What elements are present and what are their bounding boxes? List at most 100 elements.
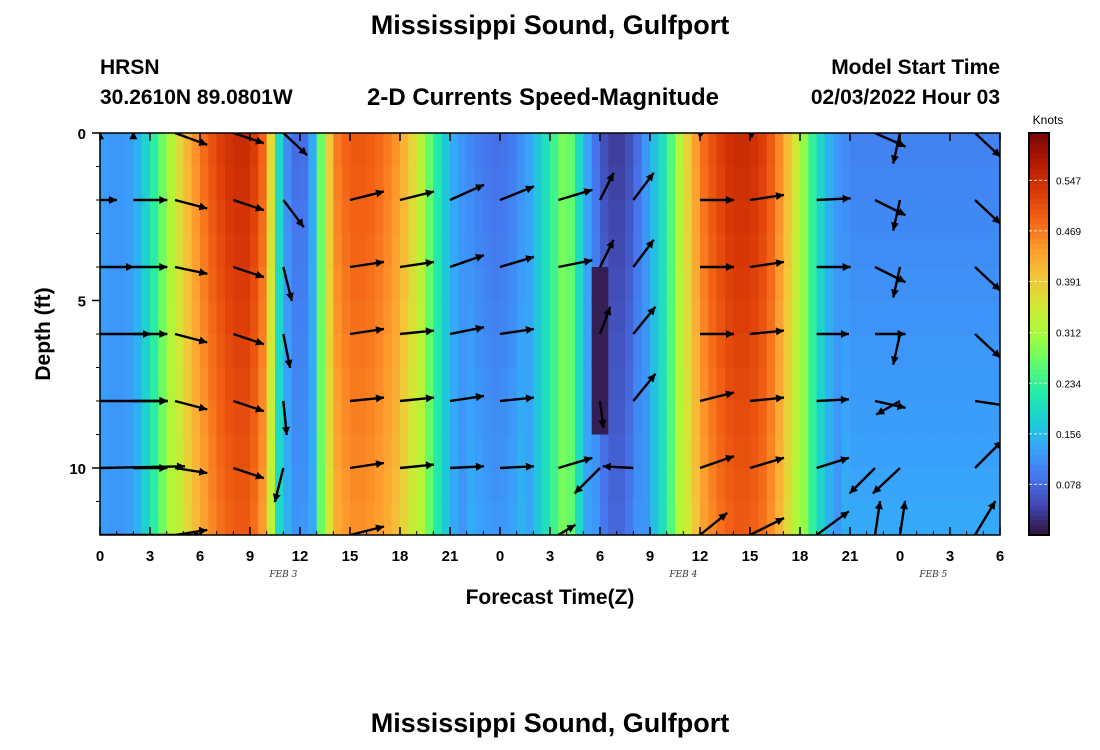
- heat-cell: [308, 501, 318, 535]
- heat-cell: [750, 334, 759, 369]
- heat-cell: [766, 367, 776, 402]
- heat-cell: [858, 501, 868, 535]
- heat-cell: [283, 133, 293, 168]
- heat-cell: [433, 166, 443, 201]
- arrow-head: [375, 524, 384, 533]
- heat-cell: [583, 133, 593, 168]
- current-arrow: [816, 263, 851, 271]
- heat-cell: [441, 300, 451, 335]
- heat-cell: [350, 434, 359, 469]
- heat-cell: [375, 434, 384, 469]
- heat-cell: [408, 233, 418, 268]
- heat-cell: [408, 133, 418, 168]
- heat-cell: [200, 233, 209, 268]
- heat-cell: [266, 367, 276, 402]
- current-arrow: [874, 133, 907, 148]
- heat-cell: [900, 501, 909, 535]
- heat-cell: [491, 200, 501, 235]
- heat-cell: [500, 334, 509, 369]
- heat-cell: [658, 367, 668, 402]
- speed-heatmap: [100, 133, 1000, 535]
- heat-cell: [591, 367, 601, 402]
- heat-cell: [775, 401, 784, 436]
- colorbar-swatch: [1029, 318, 1049, 325]
- heat-cell: [883, 267, 893, 302]
- heat-cell: [425, 200, 434, 235]
- heat-cell: [616, 200, 626, 235]
- current-arrow: [749, 192, 785, 202]
- heat-cell: [725, 200, 734, 235]
- heat-cell: [716, 233, 726, 268]
- heat-cell: [908, 468, 918, 503]
- heat-cell: [516, 267, 526, 302]
- heat-cell: [125, 267, 134, 302]
- heat-cell: [433, 133, 443, 168]
- arrow-head: [375, 326, 384, 335]
- current-arrow: [499, 394, 535, 403]
- heat-cell: [958, 468, 968, 503]
- heat-cell: [916, 166, 926, 201]
- current-arrow: [632, 373, 657, 402]
- arrow-head: [425, 461, 434, 470]
- colorbar-swatch: [1029, 143, 1049, 149]
- heat-cell: [141, 133, 151, 168]
- heat-cell: [208, 166, 218, 201]
- current-arrow: [699, 511, 728, 535]
- heat-cell: [750, 501, 759, 535]
- heat-cell: [341, 367, 351, 402]
- heat-cell: [400, 166, 409, 201]
- heat-cell: [675, 166, 684, 201]
- heat-cell: [225, 200, 234, 235]
- heat-cell: [850, 468, 859, 503]
- heat-cell: [866, 501, 876, 535]
- heat-cell: [725, 267, 734, 302]
- current-arrow: [874, 399, 906, 410]
- heat-cell: [108, 401, 118, 436]
- heat-cell: [700, 300, 709, 335]
- x-tick-label: 3: [946, 548, 954, 565]
- heat-cell: [691, 233, 701, 268]
- heat-cell: [591, 233, 601, 268]
- heat-cell: [875, 267, 884, 302]
- colorbar-swatch: [1029, 213, 1049, 220]
- heat-cell: [475, 501, 484, 535]
- heat-cell: [725, 300, 734, 335]
- heat-cell: [741, 501, 751, 535]
- heat-cell: [483, 166, 493, 201]
- heat-cell: [783, 367, 793, 402]
- heat-cell: [141, 401, 151, 436]
- heat-cell: [550, 133, 559, 168]
- heat-cell: [841, 133, 851, 168]
- heat-cell: [575, 334, 584, 369]
- current-arrow: [133, 263, 168, 271]
- heat-cell: [808, 166, 818, 201]
- heat-cell: [708, 233, 718, 268]
- heat-cell: [225, 468, 234, 503]
- heat-cell: [725, 401, 734, 436]
- heat-cell: [191, 300, 201, 335]
- heat-cell: [900, 367, 909, 402]
- heat-cell: [858, 166, 868, 201]
- heat-cell: [475, 133, 484, 168]
- colorbar-swatch: [1029, 404, 1049, 410]
- arrow-head: [198, 202, 208, 211]
- arrow-head: [255, 337, 264, 346]
- heat-cell: [825, 267, 834, 302]
- heat-cell: [250, 501, 259, 535]
- heat-cell: [675, 133, 684, 168]
- heat-cell: [658, 233, 668, 268]
- heat-cell: [166, 367, 176, 402]
- heat-cell: [241, 367, 251, 402]
- current-arrow: [449, 393, 485, 403]
- heat-cell: [166, 501, 176, 535]
- arrow-head: [602, 462, 611, 471]
- heat-cell: [266, 334, 276, 369]
- heat-cell: [583, 233, 593, 268]
- heat-cell: [550, 233, 559, 268]
- heat-cell: [900, 233, 909, 268]
- current-arrow: [898, 500, 908, 535]
- colorbar-swatch: [1029, 163, 1049, 169]
- heat-cell: [258, 334, 268, 369]
- heat-cell: [483, 300, 493, 335]
